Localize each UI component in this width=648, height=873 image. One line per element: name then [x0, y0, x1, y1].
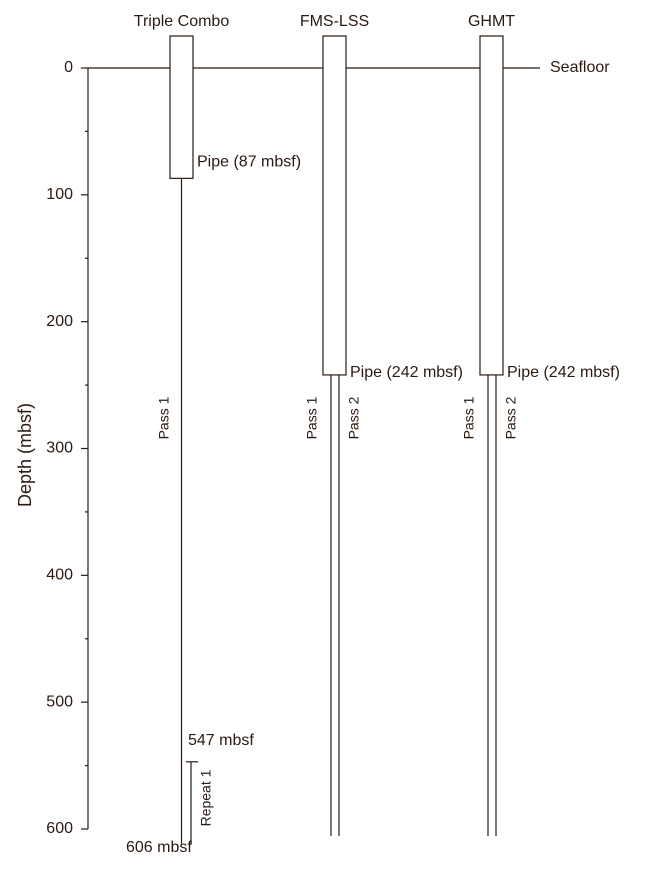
repeat-top-label: 547 mbsf: [188, 732, 254, 749]
repeat-label: Repeat 1: [198, 769, 214, 826]
pass-label: Pass 2: [503, 396, 519, 439]
seafloor-label: Seafloor: [550, 59, 610, 76]
pipe-label: Pipe (87 mbsf): [197, 154, 301, 171]
tick-label: 300: [46, 440, 73, 457]
tick-label: 0: [64, 59, 73, 76]
pipe: [169, 35, 194, 179]
tick-label: 100: [46, 186, 73, 203]
pass-label: Pass 2: [346, 396, 362, 439]
pipe-label: Pipe (242 mbsf): [350, 364, 463, 381]
pass-label: Pass 1: [461, 396, 477, 439]
tick-label: 500: [46, 693, 73, 710]
pass-label: Pass 1: [156, 396, 172, 439]
tick-label: 400: [46, 567, 73, 584]
tool-name: Triple Combo: [134, 13, 230, 30]
pass-label: Pass 1: [304, 396, 320, 439]
tool-name: FMS-LSS: [300, 13, 369, 30]
tool-name: GHMT: [468, 13, 515, 30]
tick-label: 200: [46, 313, 73, 330]
axis-label: Depth (mbsf): [15, 403, 35, 507]
repeat-bottom-label: 606 mbsf: [126, 839, 192, 856]
pipe-label: Pipe (242 mbsf): [507, 364, 620, 381]
pipe: [322, 35, 347, 376]
tick-label: 600: [46, 820, 73, 837]
pipe: [479, 35, 504, 376]
